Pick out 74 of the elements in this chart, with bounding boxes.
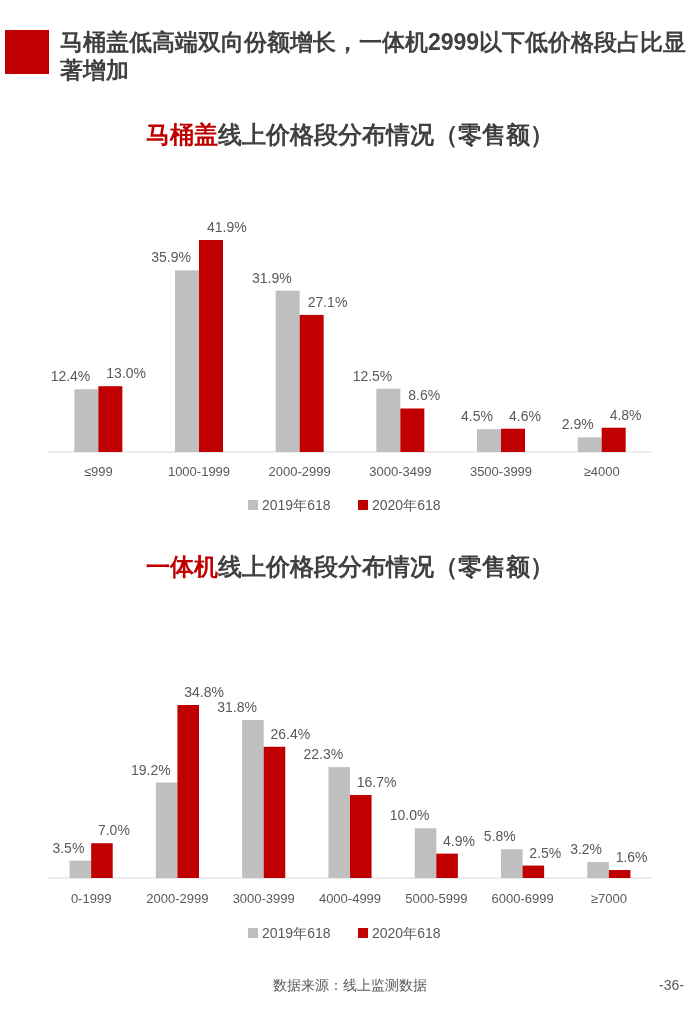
bar: [436, 853, 458, 878]
data-label: 5.8%: [483, 828, 516, 845]
bar: [199, 240, 223, 452]
data-label: 4.8%: [609, 406, 642, 423]
data-label: 13.0%: [106, 365, 147, 382]
source-note: 数据来源：线上监测数据: [273, 977, 427, 993]
data-label: 3.5%: [52, 839, 85, 856]
data-label: 4.9%: [443, 832, 475, 849]
bar: [91, 843, 113, 878]
x-tick-label: 3000-3499: [369, 464, 432, 479]
x-tick-label: 3500-3999: [469, 464, 533, 479]
bar: [522, 865, 545, 878]
bar: [400, 408, 425, 452]
bar: [299, 314, 324, 452]
bar: [350, 794, 372, 878]
x-tick-label: 2000-2999: [268, 464, 331, 479]
bar: [477, 429, 501, 452]
data-label: 4.5%: [461, 408, 493, 425]
data-label: 35.9%: [151, 249, 191, 266]
x-tick-label: ≥4000: [583, 464, 620, 479]
bar: [501, 428, 525, 452]
x-tick-label: 3000-3999: [232, 891, 295, 906]
data-label: 27.1%: [307, 293, 348, 310]
x-tick-label: 6000-6999: [491, 891, 554, 906]
x-tick-label: 1000-1999: [167, 464, 231, 479]
data-label: 22.3%: [303, 746, 344, 763]
bar: [74, 389, 99, 452]
chart-title: 一体机线上价格段分布情况（零售额）: [146, 553, 554, 580]
bar: [175, 270, 199, 452]
bar: [376, 388, 401, 452]
legend-label: 2020年618: [372, 925, 441, 941]
data-label: 31.9%: [251, 269, 292, 286]
x-tick-label: 4000-4999: [318, 891, 382, 906]
data-label: 2.5%: [529, 844, 562, 861]
legend-label: 2019年618: [262, 925, 331, 941]
data-label: 2.9%: [561, 416, 594, 433]
data-label: 4.6%: [509, 407, 541, 424]
legend-label: 2020年618: [372, 497, 441, 513]
bar: [69, 860, 92, 878]
data-label: 12.4%: [50, 368, 91, 385]
data-label: 26.4%: [270, 725, 311, 742]
data-label: 10.0%: [389, 807, 430, 824]
data-label: 19.2%: [130, 761, 171, 778]
x-tick-label: ≤999: [83, 464, 113, 479]
x-tick-label: 2000-2999: [146, 891, 209, 906]
data-label: 34.8%: [184, 684, 224, 700]
bar: [242, 719, 264, 878]
bar: [177, 705, 199, 878]
bar: [263, 746, 286, 878]
bar: [587, 862, 609, 878]
data-label: 7.0%: [97, 822, 130, 839]
data-label: 1.6%: [615, 849, 648, 866]
bar: [275, 290, 300, 452]
data-label: 12.5%: [352, 367, 393, 384]
data-label: 41.9%: [207, 219, 247, 235]
text: -36-: [659, 977, 685, 993]
bar: [608, 870, 631, 878]
legend-label: 2019年618: [262, 497, 331, 513]
data-label: 8.6%: [408, 387, 441, 404]
bar: [328, 767, 350, 878]
chart-title: 马桶盖线上价格段分布情况（零售额）: [146, 121, 554, 148]
x-tick-label: ≥7000: [590, 891, 627, 906]
bar: [98, 386, 123, 452]
text: 马桶盖低高端双向份额增长，一体机2999以下低价格段占比显著增加: [59, 29, 687, 83]
data-label: 31.8%: [217, 698, 257, 715]
bar: [155, 782, 178, 878]
bar: [414, 828, 437, 878]
data-label: 16.7%: [356, 773, 397, 790]
bar: [501, 849, 523, 878]
x-tick-label: 5000-5999: [405, 891, 468, 906]
data-label: 3.2%: [570, 841, 603, 858]
x-tick-label: 0-1999: [70, 891, 112, 906]
bar: [601, 427, 626, 452]
bar: [577, 437, 602, 452]
